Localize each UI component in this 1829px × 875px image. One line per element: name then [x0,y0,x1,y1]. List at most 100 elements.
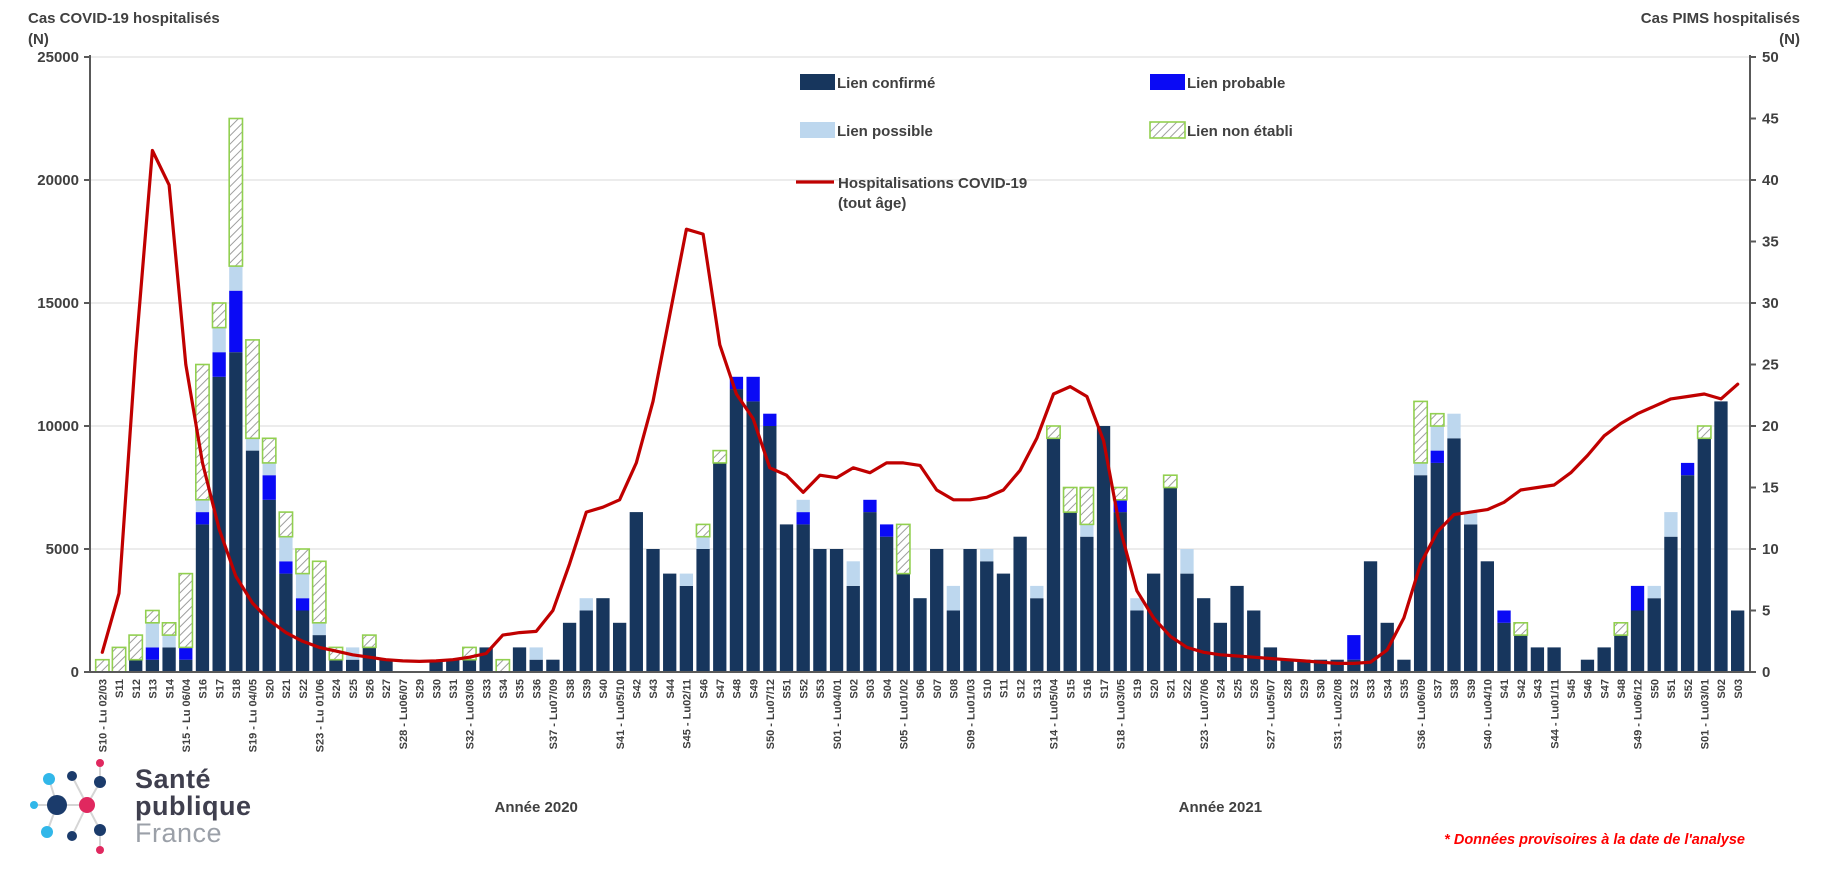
bar-segment-3 [144,609,160,624]
svg-text:S28: S28 [1282,679,1294,699]
svg-text:S43: S43 [1533,679,1545,699]
spf-logo-icon [30,759,106,854]
bar-segment-1 [295,598,310,611]
svg-text:25: 25 [1762,357,1779,374]
bar-segment-2 [980,549,994,562]
bar-segment-3 [495,658,511,673]
svg-text:S24: S24 [1216,678,1228,698]
bar-segment-1 [195,512,210,525]
legend: Lien confirmé Lien probable Lien possible L… [796,74,1293,212]
svg-text:S17: S17 [214,679,226,699]
bar-segment-0 [145,659,160,672]
svg-text:S29: S29 [1299,679,1311,699]
svg-text:45: 45 [1762,111,1779,128]
bar-segment-0 [1130,610,1144,672]
bar-week-S39 [1464,512,1478,672]
bar-segment-2 [1464,512,1478,525]
bar-week-S19 [1130,598,1144,672]
svg-text:S27: S27 [381,679,393,699]
svg-text:S36 - Lu06/09: S36 - Lu06/09 [1416,679,1428,749]
svg-text:S19: S19 [1132,679,1144,699]
bar-segment-2 [946,585,961,611]
svg-text:S21: S21 [281,679,293,699]
svg-text:0: 0 [71,664,79,681]
bar-segment-0 [1664,536,1678,672]
svg-text:S22: S22 [1182,679,1194,699]
svg-text:S14 - Lu05/04: S14 - Lu05/04 [1049,678,1061,749]
svg-text:S44: S44 [665,678,677,698]
svg-text:S32: S32 [1349,679,1361,699]
bar-segment-1 [879,524,894,537]
bar-segment-3 [245,339,260,440]
svg-text:S07: S07 [932,679,944,699]
bar-segment-0 [312,635,326,672]
svg-text:25000: 25000 [37,49,79,66]
svg-text:S38: S38 [565,679,577,699]
bar-segment-3 [228,117,244,267]
bar-segment-2 [679,573,694,586]
bar-segment-0 [446,659,460,672]
bar-week-S10 - Lu 02/03 [94,658,110,673]
bar-segment-2 [279,536,293,562]
bar-segment-2 [145,622,160,648]
bar-segment-0 [1514,635,1528,672]
svg-text:S45: S45 [1566,679,1578,699]
bar-segment-2 [1030,585,1044,599]
svg-text:S33: S33 [1366,679,1378,699]
bar-segment-1 [145,647,160,660]
bar-segment-0 [346,659,360,672]
bar-segment-3 [1513,621,1529,636]
provisional-data-footnote: * Données provisoires à la date de l'ana… [1444,832,1745,848]
svg-text:S24: S24 [331,678,343,698]
spf-logo: Santé publique France [25,752,251,860]
bar-segment-3 [278,511,294,538]
bar-segment-0 [1013,536,1027,672]
bar-segment-2 [1413,462,1428,476]
bar-segment-2 [162,635,176,648]
bar-segment-0 [195,524,210,672]
bar-week-S16 [195,363,210,672]
bar-segment-0 [879,536,894,672]
bar-segment-0 [1363,561,1378,672]
bar-segment-0 [1113,512,1127,672]
bar-segment-0 [896,573,910,672]
svg-text:S16: S16 [198,679,210,699]
bar-week-S35 [512,647,527,672]
legend-item-1: Lien confirmé [800,74,935,92]
bar-segment-0 [796,524,810,672]
legend-swatch [800,122,835,138]
bar-segment-3 [895,523,911,575]
bar-segment-0 [963,549,977,672]
bar-segment-0 [913,598,927,672]
bar-segment-1 [279,561,293,574]
bar-week-S10 [980,549,994,672]
svg-text:S47: S47 [715,679,727,699]
bar-week-S24 [1213,622,1228,672]
svg-text:S01 - Lu04/01: S01 - Lu04/01 [832,679,844,749]
bar-segment-0 [1680,475,1695,672]
svg-text:S41 - Lu05/10: S41 - Lu05/10 [615,679,627,749]
bar-week-S09 - Lu01/03 [963,549,977,672]
svg-text:(tout âge): (tout âge) [838,195,906,212]
svg-text:S13: S13 [1032,679,1044,699]
bar-segment-0 [1030,598,1044,672]
svg-text:S39: S39 [581,679,593,699]
svg-text:S30: S30 [1316,679,1328,699]
bar-segment-1 [763,413,777,426]
svg-text:S22: S22 [298,679,310,699]
right-axis-title-text: Cas PIMS hospitalisés [1640,10,1800,27]
bar-segment-1 [262,475,276,500]
bar-segment-2 [846,561,860,586]
svg-text:S26: S26 [365,679,377,699]
bar-week-S46 [695,523,711,672]
bar-segment-3 [1613,621,1629,636]
svg-text:S37 - Lu07/09: S37 - Lu07/09 [548,679,560,749]
svg-text:S27 - Lu05/07: S27 - Lu05/07 [1266,679,1278,749]
svg-text:S47: S47 [1599,679,1611,699]
bar-segment-0 [1464,524,1478,672]
bar-segment-0 [1280,659,1294,672]
bar-segment-3 [1079,486,1095,526]
bar-segment-3 [1046,425,1061,440]
svg-text:S25: S25 [348,679,360,699]
